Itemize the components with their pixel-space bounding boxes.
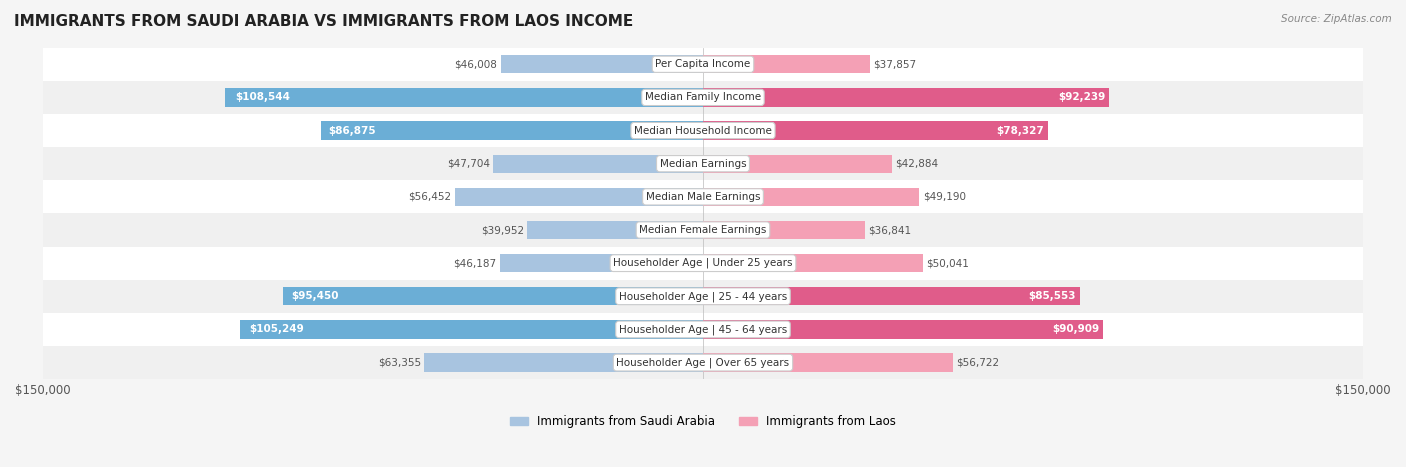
Text: $46,187: $46,187 [453,258,496,268]
Bar [42,346,1364,379]
Text: $90,909: $90,909 [1053,325,1099,334]
Text: $86,875: $86,875 [328,126,375,135]
Bar [42,114,1364,147]
Bar [703,188,920,206]
Bar [703,320,1104,339]
Text: $50,041: $50,041 [927,258,969,268]
Bar [42,280,1364,313]
Text: $78,327: $78,327 [997,126,1045,135]
Text: $46,008: $46,008 [454,59,498,69]
Legend: Immigrants from Saudi Arabia, Immigrants from Laos: Immigrants from Saudi Arabia, Immigrants… [505,410,901,433]
Text: $63,355: $63,355 [378,358,420,368]
Text: Householder Age | 25 - 44 years: Householder Age | 25 - 44 years [619,291,787,302]
Text: $42,884: $42,884 [896,159,938,169]
Text: $85,553: $85,553 [1029,291,1076,301]
Bar [501,55,703,73]
Text: $92,239: $92,239 [1059,92,1105,102]
Bar [283,287,703,305]
Text: Per Capita Income: Per Capita Income [655,59,751,69]
Text: Householder Age | Under 25 years: Householder Age | Under 25 years [613,258,793,269]
Bar [42,313,1364,346]
Bar [499,254,703,272]
Text: $95,450: $95,450 [291,291,339,301]
Text: Median Household Income: Median Household Income [634,126,772,135]
Text: $108,544: $108,544 [235,92,290,102]
Bar [225,88,703,106]
Bar [703,155,891,173]
Text: $39,952: $39,952 [481,225,524,235]
Bar [42,213,1364,247]
Text: $47,704: $47,704 [447,159,489,169]
Bar [42,147,1364,180]
Text: Source: ZipAtlas.com: Source: ZipAtlas.com [1281,14,1392,24]
Bar [425,354,703,372]
Text: Householder Age | Over 65 years: Householder Age | Over 65 years [616,357,790,368]
Text: IMMIGRANTS FROM SAUDI ARABIA VS IMMIGRANTS FROM LAOS INCOME: IMMIGRANTS FROM SAUDI ARABIA VS IMMIGRAN… [14,14,633,29]
Bar [703,354,953,372]
Bar [42,247,1364,280]
Bar [703,221,865,239]
Bar [42,48,1364,81]
Bar [527,221,703,239]
Text: Median Earnings: Median Earnings [659,159,747,169]
Bar [42,180,1364,213]
Text: $36,841: $36,841 [869,225,911,235]
Text: $49,190: $49,190 [922,192,966,202]
Text: Median Male Earnings: Median Male Earnings [645,192,761,202]
Bar [454,188,703,206]
Bar [240,320,703,339]
Bar [703,55,870,73]
Text: $105,249: $105,249 [249,325,304,334]
Text: Median Family Income: Median Family Income [645,92,761,102]
Text: $56,722: $56,722 [956,358,1000,368]
Text: Median Female Earnings: Median Female Earnings [640,225,766,235]
Bar [703,254,924,272]
Text: $37,857: $37,857 [873,59,917,69]
Bar [494,155,703,173]
Bar [42,81,1364,114]
Text: Householder Age | 45 - 64 years: Householder Age | 45 - 64 years [619,324,787,335]
Bar [703,287,1080,305]
Text: $56,452: $56,452 [408,192,451,202]
Bar [703,121,1047,140]
Bar [321,121,703,140]
Bar [703,88,1109,106]
